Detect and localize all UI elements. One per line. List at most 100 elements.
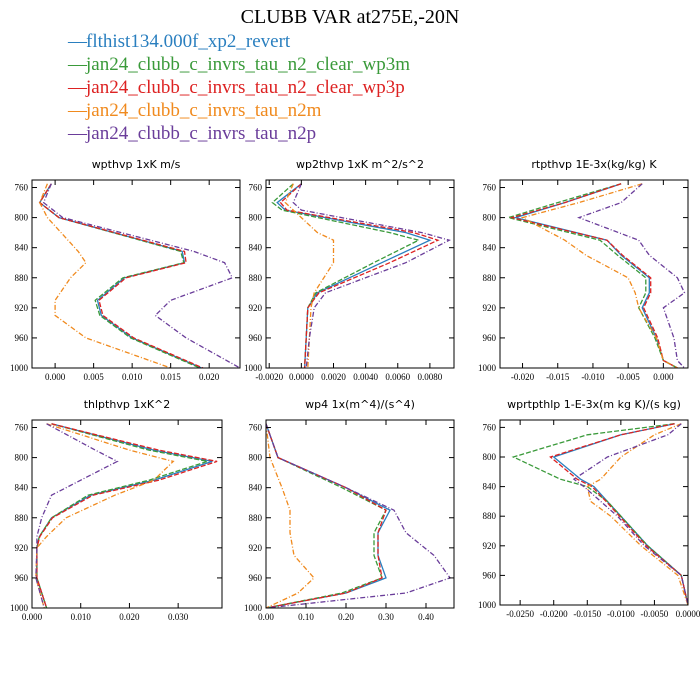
- panel-title: wp2thvp 1xK m^2/s^2: [296, 158, 424, 171]
- chart-panel: rtpthvp 1E-3x(kg/kg) K 760 800 840 880 920 960…: [478, 158, 689, 382]
- y-tick-label: 920: [483, 541, 497, 551]
- y-tick-label: 840: [249, 483, 263, 493]
- y-tick-label: 1000: [478, 600, 497, 610]
- series-line: [509, 183, 678, 368]
- y-tick-label: 840: [15, 243, 29, 253]
- series-line: [586, 423, 688, 605]
- y-tick-label: 920: [483, 303, 497, 313]
- y-tick-label: 1000: [244, 363, 263, 373]
- y-tick-label: 800: [483, 213, 497, 223]
- y-tick-label: 840: [249, 243, 263, 253]
- legend-dash-icon: —: [68, 123, 87, 144]
- legend-item: —jan24_clubb_c_invrs_tau_n2_clear_wp3p: [68, 76, 410, 99]
- x-tick-label: 0.0000: [676, 609, 700, 619]
- x-tick-label: 0.30: [378, 612, 394, 622]
- legend-label: jan24_clubb_c_invrs_tau_n2p: [86, 123, 317, 144]
- legend-dash-icon: —: [68, 54, 87, 75]
- chart-panel: wp4 1x(m^4)/(s^4)76080084088092096010000…: [244, 398, 455, 622]
- legend-dash-icon: —: [68, 77, 87, 98]
- plot-frame: [265, 419, 455, 609]
- legend-dash-icon: —: [68, 100, 87, 121]
- y-tick-label: 760: [483, 422, 497, 432]
- y-tick-label: 800: [15, 453, 29, 463]
- series-line: [36, 423, 208, 608]
- y-tick-label: 1000: [478, 363, 497, 373]
- x-tick-label: -0.015: [546, 372, 570, 382]
- y-tick-label: 1000: [244, 603, 263, 613]
- series-line: [36, 423, 218, 608]
- legend-dash-icon: —: [68, 31, 87, 52]
- plot-frame: [499, 179, 689, 369]
- y-tick-label: 760: [15, 183, 29, 193]
- y-tick-label: 1000: [10, 363, 29, 373]
- y-tick-label: 840: [15, 483, 29, 493]
- y-tick-label: 920: [15, 303, 29, 313]
- series-line: [38, 183, 204, 368]
- legend-label: jan24_clubb_c_invrs_tau_n2_clear_wp3p: [86, 77, 405, 98]
- x-tick-label: 0.000: [45, 372, 66, 382]
- x-tick-label: 0.000: [22, 612, 43, 622]
- y-tick-label: 880: [249, 513, 263, 523]
- legend: —flthist134.000f_xp2_revert —jan24_clubb…: [68, 30, 410, 145]
- chart-panel: wprtpthlp 1-E-3x(m kg K)/(s kg) 760 800 840…: [478, 398, 700, 619]
- x-tick-label: -0.020: [511, 372, 535, 382]
- x-tick-label: -0.0100: [607, 609, 635, 619]
- chart-panel: thlpthvp 1xK^2 760 800 840 880 920 960 10000.00…: [10, 398, 223, 622]
- series-line: [292, 183, 451, 368]
- x-tick-label: 0.020: [119, 612, 140, 622]
- x-tick-label: -0.005: [617, 372, 641, 382]
- y-tick-label: 920: [249, 303, 263, 313]
- legend-item: —flthist134.000f_xp2_revert: [68, 30, 410, 53]
- x-tick-label: 0.000: [653, 372, 674, 382]
- x-tick-label: 0.10: [298, 612, 314, 622]
- chart-panel: wp2thvp 1xK m^2/s^2 760 800 840 880 920 960 100…: [244, 158, 455, 382]
- series-line: [266, 423, 315, 608]
- series-line: [511, 423, 688, 605]
- panel-title: thlpthvp 1xK^2: [84, 398, 171, 411]
- series-line: [266, 423, 391, 608]
- x-tick-label: -0.0050: [641, 609, 669, 619]
- y-tick-label: 1000: [10, 603, 29, 613]
- x-tick-label: 0.0020: [321, 372, 346, 382]
- x-tick-label: 0.0000: [289, 372, 314, 382]
- y-tick-label: 960: [249, 333, 263, 343]
- plot-frame: [265, 179, 455, 369]
- series-line: [271, 183, 421, 368]
- y-tick-label: 880: [483, 511, 497, 521]
- legend-label: jan24_clubb_c_invrs_tau_n2_clear_wp3m: [86, 54, 410, 75]
- x-tick-label: 0.015: [161, 372, 182, 382]
- series-line: [266, 423, 387, 608]
- legend-item: —jan24_clubb_c_invrs_tau_n2m: [68, 99, 410, 122]
- series-line: [276, 183, 432, 368]
- series-line: [505, 183, 678, 368]
- chart-panel: wpthvp 1xK m/s 760 800 840 880 920 960 1000 0.00…: [10, 158, 241, 382]
- x-tick-label: 0.020: [199, 372, 220, 382]
- x-tick-label: 0.005: [84, 372, 105, 382]
- series-line: [572, 423, 688, 605]
- y-tick-label: 880: [483, 273, 497, 283]
- series-line: [35, 423, 119, 608]
- y-tick-label: 760: [249, 183, 263, 193]
- y-tick-label: 840: [483, 243, 497, 253]
- y-tick-label: 880: [15, 273, 29, 283]
- y-tick-label: 960: [483, 333, 497, 343]
- legend-item: —jan24_clubb_c_invrs_tau_n2_clear_wp3m: [68, 53, 410, 76]
- plot-frame: [31, 179, 241, 369]
- panel-title: wprtpthlp 1-E-3x(m kg K)/(s kg): [507, 398, 681, 411]
- y-tick-label: 960: [15, 333, 29, 343]
- x-tick-label: 0.20: [338, 612, 354, 622]
- x-tick-label: 0.0080: [418, 372, 443, 382]
- y-tick-label: 880: [15, 513, 29, 523]
- legend-label: jan24_clubb_c_invrs_tau_n2m: [86, 100, 322, 121]
- x-tick-label: -0.0200: [540, 609, 568, 619]
- x-tick-label: -0.010: [581, 372, 605, 382]
- y-tick-label: 760: [249, 423, 263, 433]
- y-tick-label: 920: [15, 543, 29, 553]
- y-tick-label: 800: [483, 452, 497, 462]
- series-line: [266, 423, 452, 608]
- x-tick-label: 0.00: [258, 612, 274, 622]
- series-line: [36, 423, 213, 608]
- y-tick-label: 960: [483, 570, 497, 580]
- series-line: [279, 183, 440, 368]
